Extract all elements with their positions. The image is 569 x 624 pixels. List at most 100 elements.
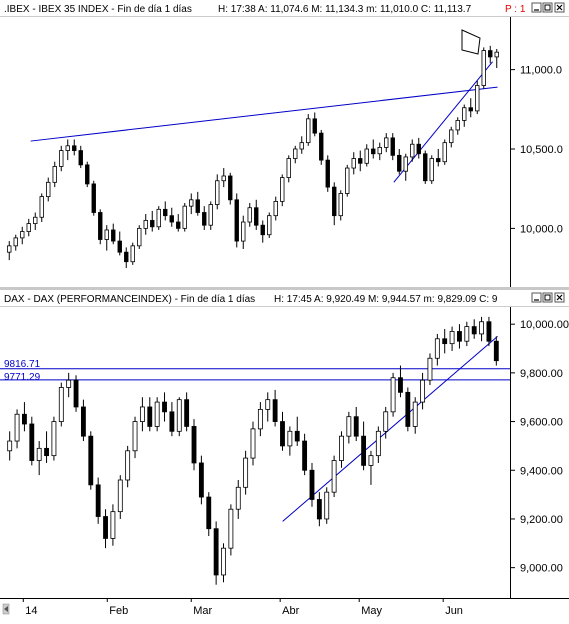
y-tick-label: 9,400.00	[520, 465, 563, 477]
candle	[234, 193, 239, 248]
candle-body-down	[398, 377, 403, 393]
candle-body-up	[280, 177, 285, 202]
candle	[462, 104, 467, 127]
candle-body-up	[377, 147, 382, 155]
candle-body-up	[267, 215, 272, 236]
candle-body-up	[306, 118, 311, 144]
dax-minimize-button[interactable]	[531, 292, 542, 303]
candle-body-up	[339, 435, 344, 461]
candle	[390, 372, 396, 417]
dax-maximize-button[interactable]	[542, 292, 553, 303]
candle	[247, 202, 252, 227]
candle-body-down	[98, 212, 103, 240]
candle	[80, 399, 86, 442]
candle-body-up	[221, 175, 226, 182]
candle-body-up	[235, 486, 241, 510]
candle-body-down	[272, 399, 278, 422]
candle	[449, 326, 455, 351]
candle-body-down	[150, 220, 155, 228]
candle-body-down	[436, 158, 441, 163]
candle	[59, 145, 64, 172]
candle-body-down	[78, 150, 83, 166]
candle-body-down	[294, 430, 300, 442]
candle	[471, 319, 477, 339]
level-label: 9771.29	[4, 372, 41, 383]
candle	[280, 411, 285, 451]
candle	[420, 372, 426, 410]
candle-body-down	[184, 399, 190, 427]
candle	[250, 421, 256, 466]
candle-body-up	[139, 406, 145, 422]
candle-body-down	[169, 411, 175, 432]
candle-body-up	[176, 399, 182, 432]
x-tick-label: 14	[25, 605, 37, 617]
candle-body-down	[73, 379, 79, 408]
candle	[364, 144, 369, 167]
candle	[208, 201, 213, 230]
candle	[257, 402, 263, 437]
candle	[85, 161, 90, 188]
candle	[390, 133, 395, 161]
candle-body-up	[368, 455, 374, 466]
candle-body-up	[287, 430, 293, 447]
ibex-minimize-button[interactable]	[531, 2, 542, 13]
candle	[468, 98, 473, 118]
candle-body-up	[130, 245, 135, 263]
candle-body-up	[243, 457, 249, 488]
candle-body-down	[234, 199, 239, 242]
candle-body-down	[228, 175, 233, 201]
dax-window-buttons	[531, 292, 565, 303]
candle-body-up	[449, 129, 454, 144]
candle-body-down	[471, 326, 477, 335]
candle-body-up	[403, 156, 408, 172]
candle	[39, 193, 44, 223]
candle-body-up	[52, 166, 57, 183]
candle	[442, 139, 447, 165]
candle	[78, 145, 83, 169]
candle	[95, 477, 101, 524]
candle-body-up	[143, 220, 148, 229]
candle-body-up	[434, 338, 440, 359]
ibex-window-buttons	[531, 2, 565, 13]
candle-body-down	[103, 516, 108, 539]
candle	[286, 155, 291, 183]
candle	[254, 199, 259, 230]
candle-body-up	[189, 199, 194, 207]
candle	[272, 389, 278, 427]
candle	[397, 149, 402, 175]
candle	[221, 543, 226, 583]
candle-body-down	[423, 153, 428, 182]
candle	[125, 445, 131, 488]
ibex-maximize-button[interactable]	[542, 2, 553, 13]
candle	[143, 214, 148, 235]
candle	[287, 426, 293, 456]
candle-body-up	[351, 158, 356, 169]
dax-candles	[7, 316, 499, 585]
candle-body-up	[20, 231, 25, 239]
candle	[368, 450, 374, 485]
candle-body-up	[104, 229, 109, 240]
candle-body-up	[364, 148, 369, 164]
candle	[33, 212, 38, 230]
candle-body-up	[51, 421, 57, 457]
candle-body-up	[427, 357, 433, 381]
candle	[243, 450, 249, 495]
candle-body-up	[346, 416, 352, 437]
candle-body-down	[191, 426, 197, 464]
candle	[429, 155, 434, 184]
candle	[154, 397, 160, 432]
candle-body-down	[198, 462, 204, 498]
candle	[163, 201, 168, 221]
candle-body-down	[332, 186, 337, 217]
candle-body-down	[312, 118, 317, 134]
candle	[147, 397, 153, 432]
candle-body-up	[241, 221, 246, 242]
x-tick-label: Jun	[445, 605, 463, 617]
candle-body-down	[457, 331, 462, 342]
candle	[449, 126, 454, 148]
candle-body-up	[442, 142, 447, 163]
candle	[29, 416, 35, 466]
candle-body-down	[319, 132, 324, 161]
candle-body-up	[293, 148, 298, 159]
candle-body-up	[13, 237, 18, 247]
